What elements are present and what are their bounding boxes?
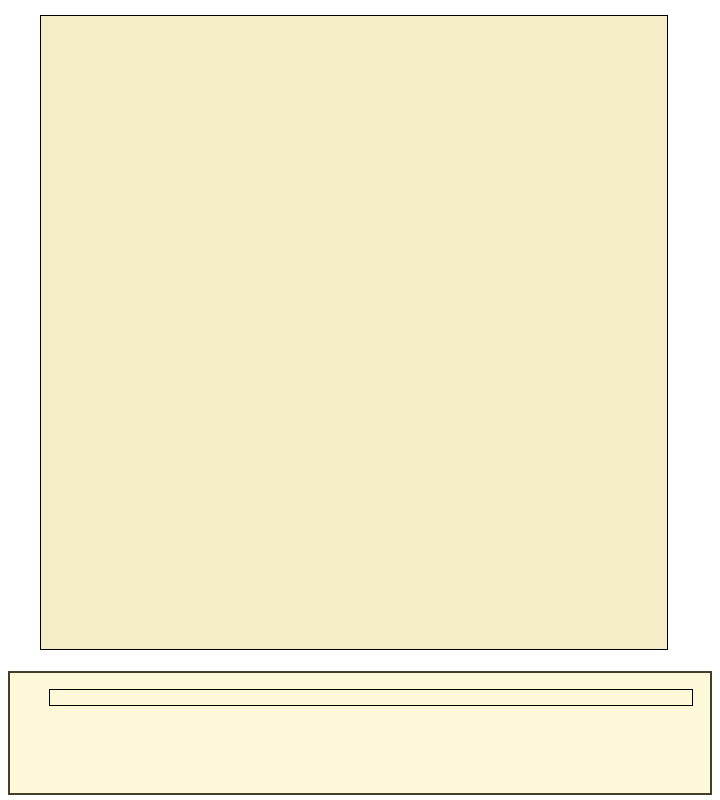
legend-panel	[8, 671, 712, 795]
aod-map-canvas	[41, 16, 667, 649]
colorbar-gradient	[49, 689, 693, 706]
map-plot-area	[40, 15, 668, 650]
